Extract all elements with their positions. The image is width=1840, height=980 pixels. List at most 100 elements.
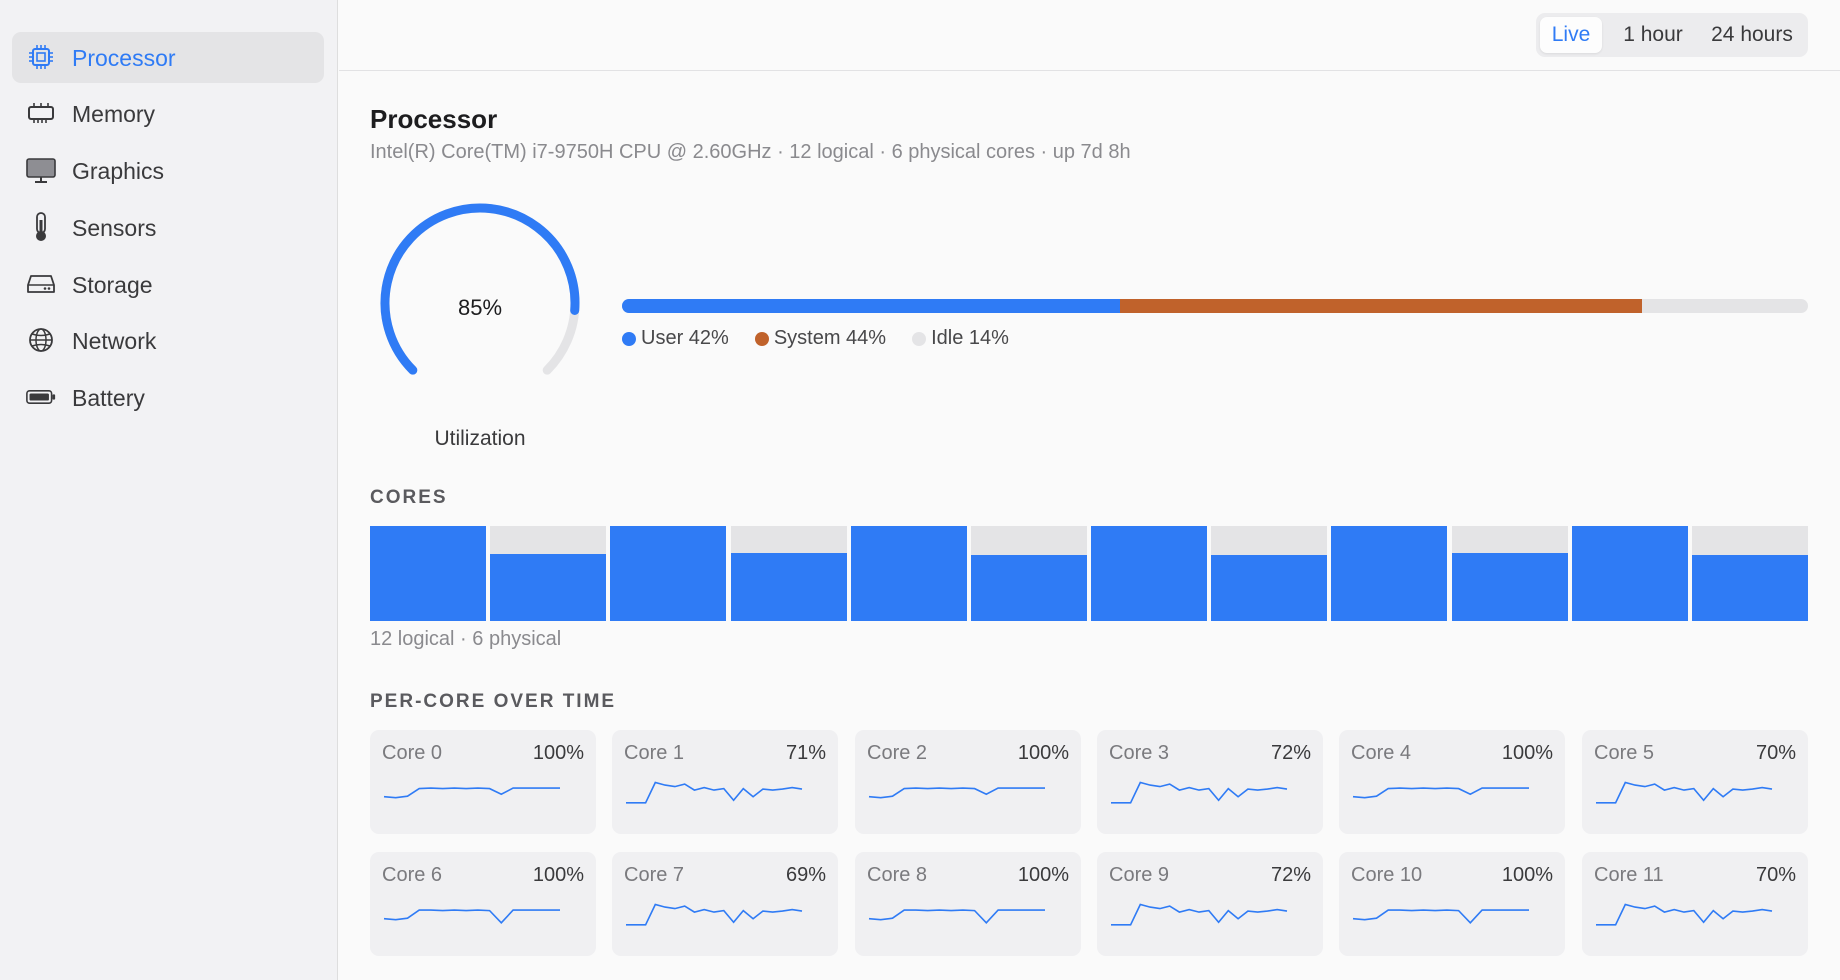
core-card: Core 8 100% bbox=[855, 852, 1081, 956]
range-1-hour-button[interactable]: 1 hour bbox=[1623, 23, 1683, 46]
core-card: Core 9 72% bbox=[1097, 852, 1323, 956]
legend-label: Idle 14% bbox=[931, 327, 1009, 349]
core-bar-fill bbox=[1571, 526, 1688, 621]
core-card-value: 72% bbox=[1270, 864, 1311, 886]
legend-user: User 42% bbox=[622, 327, 729, 350]
core-bar-fill bbox=[970, 554, 1087, 621]
sidebar-item-label: Network bbox=[72, 328, 157, 354]
core-card-name: Core 6 bbox=[382, 864, 443, 886]
core-bar bbox=[1571, 526, 1688, 621]
memory-icon bbox=[26, 100, 56, 126]
core-card-value: 100% bbox=[1501, 864, 1553, 886]
sidebar-item-sensors[interactable]: Sensors bbox=[12, 202, 324, 253]
monitor-icon bbox=[26, 157, 56, 183]
idle-dot-icon bbox=[912, 331, 927, 346]
core-bar-fill bbox=[490, 553, 607, 621]
core-sparkline bbox=[868, 909, 1045, 924]
sparkline-line bbox=[383, 909, 560, 924]
core-card-value: 100% bbox=[1017, 864, 1069, 886]
core-card-name: Core 9 bbox=[1109, 864, 1170, 886]
core-bar bbox=[1091, 526, 1208, 621]
cpu-subtitle: Intel(R) Core(TM) i7-9750H CPU @ 2.60GHz… bbox=[370, 141, 1131, 163]
core-bar-fill bbox=[730, 552, 847, 621]
core-card: Core 2 100% bbox=[855, 730, 1081, 834]
core-card-name: Core 7 bbox=[624, 864, 685, 886]
user-dot-icon bbox=[622, 331, 636, 346]
sidebar-item-battery[interactable]: Battery bbox=[12, 372, 324, 423]
core-card-value: 100% bbox=[1017, 742, 1069, 764]
range-24-hours-button[interactable]: 24 hours bbox=[1711, 23, 1793, 46]
gauge-fill bbox=[380, 203, 580, 375]
legend-system: System 44% bbox=[754, 327, 887, 350]
sidebar-item-label: Processor bbox=[72, 45, 176, 71]
system-dot-icon bbox=[754, 331, 769, 346]
core-bar bbox=[850, 526, 967, 621]
core-sparkline bbox=[383, 909, 560, 924]
sparkline-line bbox=[1111, 781, 1288, 804]
utilization-value: 85% bbox=[457, 295, 503, 320]
sparkline-line bbox=[383, 787, 560, 799]
core-card-name: Core 4 bbox=[1351, 742, 1412, 764]
core-bar bbox=[730, 526, 847, 621]
core-card: Core 3 72% bbox=[1097, 730, 1323, 834]
core-card-name: Core 8 bbox=[867, 864, 928, 886]
cpu-usage-bar bbox=[622, 299, 1808, 313]
sidebar-item-label: Graphics bbox=[72, 158, 165, 184]
sidebar-item-memory[interactable]: Memory bbox=[12, 88, 324, 139]
utilization-label: Utilization bbox=[434, 427, 526, 450]
legend-idle: Idle 14% bbox=[912, 327, 1009, 350]
sidebar-item-storage[interactable]: Storage bbox=[12, 259, 324, 310]
sparkline-line bbox=[1352, 909, 1529, 924]
sidebar: Processor Memory Graphics Sensors Storag… bbox=[0, 0, 338, 980]
core-card-name: Core 1 bbox=[624, 742, 685, 764]
core-card: Core 10 100% bbox=[1339, 852, 1565, 956]
sparkline-line bbox=[1596, 903, 1773, 926]
sparkline-line bbox=[1352, 787, 1529, 799]
core-bar-fill bbox=[610, 526, 727, 621]
core-bar-fill bbox=[1691, 554, 1808, 621]
battery-icon bbox=[26, 384, 56, 410]
drive-icon bbox=[26, 271, 56, 297]
range-live-button[interactable]: Live bbox=[1540, 17, 1602, 53]
legend-label: System 44% bbox=[773, 327, 887, 349]
core-bar-fill bbox=[1211, 555, 1328, 621]
sidebar-item-network[interactable]: Network bbox=[12, 315, 324, 366]
core-card-name: Core 3 bbox=[1109, 742, 1170, 764]
core-bar-fill bbox=[1331, 526, 1448, 621]
utilization-gauge bbox=[380, 203, 580, 375]
sparkline-line bbox=[626, 903, 803, 926]
core-card-value: 71% bbox=[785, 742, 826, 764]
sidebar-item-processor[interactable]: Processor bbox=[12, 32, 324, 83]
core-card-value: 70% bbox=[1755, 742, 1796, 764]
core-card-name: Core 2 bbox=[867, 742, 928, 764]
sidebar-item-label: Memory bbox=[72, 101, 156, 127]
sidebar-item-graphics[interactable]: Graphics bbox=[12, 145, 324, 196]
page-title: Processor bbox=[370, 104, 498, 134]
core-card: Core 6 100% bbox=[370, 852, 596, 956]
core-card: Core 4 100% bbox=[1339, 730, 1565, 834]
core-card-value: 70% bbox=[1755, 864, 1796, 886]
sparkline-line bbox=[868, 909, 1045, 924]
sidebar-item-label: Storage bbox=[72, 272, 153, 298]
legend-label: User 42% bbox=[641, 327, 729, 349]
per-core-section-title: PER-CORE OVER TIME bbox=[370, 691, 617, 712]
usage-legend: User 42% System 44% Idle 14% bbox=[622, 327, 1009, 350]
core-sparkline bbox=[1596, 781, 1773, 804]
core-card: Core 7 69% bbox=[612, 852, 838, 956]
usage-system-segment bbox=[1120, 299, 1642, 313]
core-sparkline bbox=[1111, 903, 1288, 926]
core-bar-fill bbox=[1091, 526, 1208, 621]
sidebar-item-label: Battery bbox=[72, 385, 145, 411]
core-card: Core 0 100% bbox=[370, 730, 596, 834]
core-bar bbox=[1451, 526, 1568, 621]
sparkline-line bbox=[1596, 781, 1773, 804]
cores-caption: 12 logical · 6 physical bbox=[370, 628, 562, 650]
core-sparkline bbox=[1352, 787, 1529, 799]
cores-section-title: CORES bbox=[370, 487, 448, 508]
core-bar bbox=[490, 526, 607, 621]
core-card: Core 1 71% bbox=[612, 730, 838, 834]
core-card-name: Core 0 bbox=[382, 742, 443, 764]
thermometer-icon bbox=[26, 212, 56, 241]
core-sparkline bbox=[626, 903, 803, 926]
core-sparkline bbox=[868, 787, 1045, 799]
